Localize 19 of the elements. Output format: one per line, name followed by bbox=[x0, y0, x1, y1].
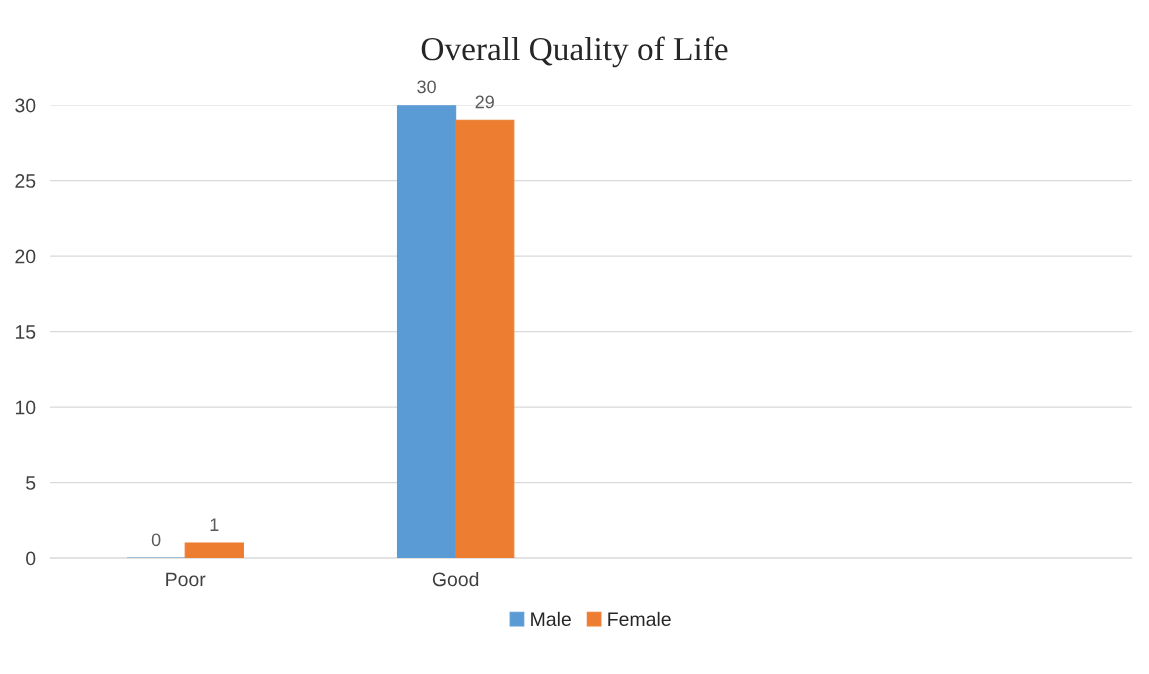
y-tick-label: 20 bbox=[15, 249, 36, 264]
bar bbox=[455, 119, 515, 559]
bar bbox=[396, 105, 457, 559]
y-tick-label: 30 bbox=[15, 98, 36, 113]
data-label: 1 bbox=[210, 518, 219, 531]
y-tick-label: 25 bbox=[15, 174, 36, 188]
y-tick-label: 15 bbox=[15, 325, 36, 339]
x-tick-label: Good bbox=[432, 571, 479, 587]
legend-label: Female bbox=[608, 611, 671, 627]
data-label: 30 bbox=[417, 80, 436, 94]
chart-title: Overall Quality of Life bbox=[421, 36, 728, 68]
y-tick-label: 10 bbox=[15, 400, 36, 415]
x-tick-label: Poor bbox=[166, 572, 206, 587]
data-label: 0 bbox=[151, 533, 161, 547]
legend-label: Male bbox=[531, 611, 571, 627]
bar bbox=[184, 542, 244, 559]
data-label: 29 bbox=[475, 95, 494, 109]
y-tick-label: 0 bbox=[26, 551, 36, 566]
y-tick-label: 5 bbox=[26, 476, 36, 490]
